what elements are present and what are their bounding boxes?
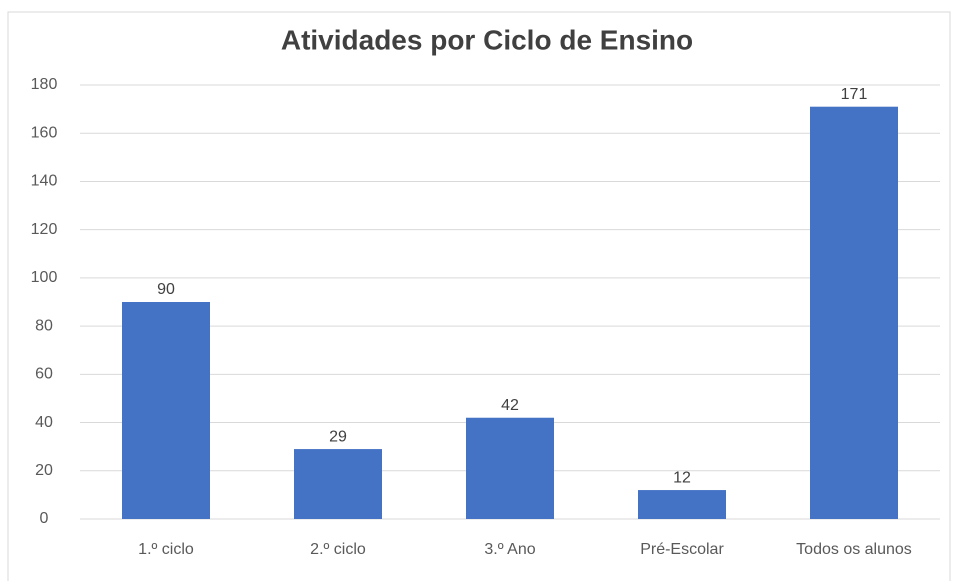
- bar: [466, 417, 554, 519]
- data-label: 29: [329, 428, 347, 445]
- y-tick-label: 120: [31, 221, 58, 238]
- chart-title: Atividades por Ciclo de Ensino: [281, 24, 693, 55]
- data-label: 171: [841, 86, 868, 103]
- y-tick-label: 60: [35, 366, 53, 383]
- x-tick-label: Pré-Escolar: [640, 541, 724, 558]
- y-tick-label: 40: [35, 414, 53, 431]
- x-tick-label: 2.º ciclo: [310, 541, 366, 558]
- x-tick-label: 3.º Ano: [484, 541, 535, 558]
- bar: [294, 449, 382, 519]
- data-label: 90: [157, 281, 175, 298]
- y-tick-label: 140: [31, 173, 58, 190]
- y-tick-label: 20: [35, 462, 53, 479]
- x-tick-label: Todos os alunos: [796, 541, 912, 558]
- y-tick-label: 160: [31, 124, 58, 141]
- bar: [810, 106, 898, 519]
- data-label: 42: [501, 397, 519, 414]
- y-tick-label: 180: [31, 76, 58, 93]
- y-tick-label: 80: [35, 317, 53, 334]
- data-label: 12: [673, 469, 691, 486]
- x-tick-label: 1.º ciclo: [138, 541, 194, 558]
- y-tick-label: 100: [31, 269, 58, 286]
- bar: [638, 490, 726, 519]
- bar: [122, 302, 210, 519]
- y-tick-label: 0: [40, 510, 49, 527]
